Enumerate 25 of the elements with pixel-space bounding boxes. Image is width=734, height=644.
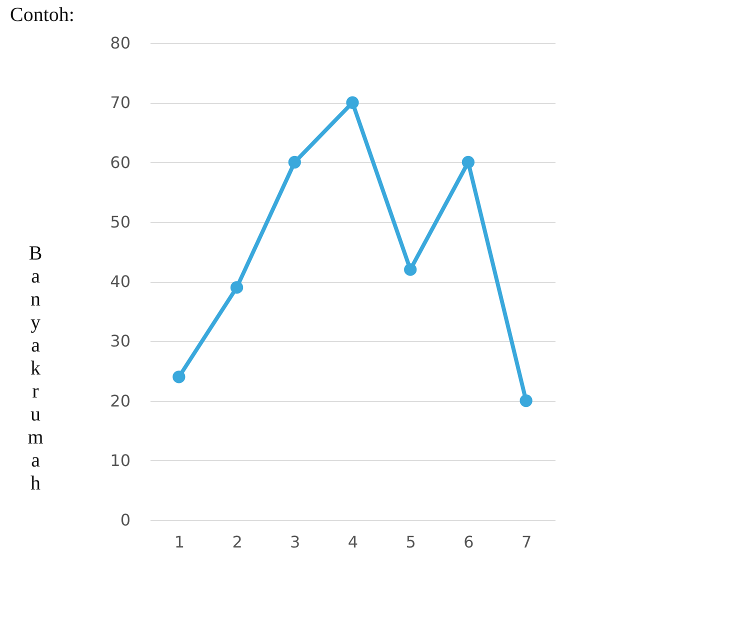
point bbox=[404, 263, 417, 276]
y-tick-label: 0 bbox=[120, 510, 130, 530]
y-tick-label: 20 bbox=[110, 391, 130, 410]
x-tick-label: 4 bbox=[348, 532, 358, 552]
point bbox=[520, 394, 532, 408]
y-tick-label: 50 bbox=[110, 212, 130, 232]
x-tick-label: 5 bbox=[406, 532, 416, 552]
point bbox=[230, 281, 244, 294]
point bbox=[346, 96, 359, 109]
y-tick-label: 80 bbox=[110, 34, 130, 52]
y-tick-label: 60 bbox=[110, 152, 130, 172]
x-tick-label: 3 bbox=[290, 532, 300, 552]
x-tick-label: 6 bbox=[464, 532, 474, 552]
y-tick-label: 10 bbox=[110, 450, 130, 470]
point bbox=[462, 156, 475, 169]
y-tick-label: 30 bbox=[110, 332, 130, 351]
point bbox=[288, 156, 301, 169]
chart-title: Contoh: bbox=[10, 4, 74, 26]
point bbox=[172, 370, 186, 384]
y-tick-label: 40 bbox=[110, 272, 130, 291]
x-tick-label: 2 bbox=[232, 532, 242, 552]
text: Banyak rumah bbox=[28, 242, 44, 494]
x-tick-label: 1 bbox=[174, 532, 185, 552]
y-tick-label: 70 bbox=[110, 93, 130, 112]
x-tick-label: 7 bbox=[521, 532, 532, 552]
